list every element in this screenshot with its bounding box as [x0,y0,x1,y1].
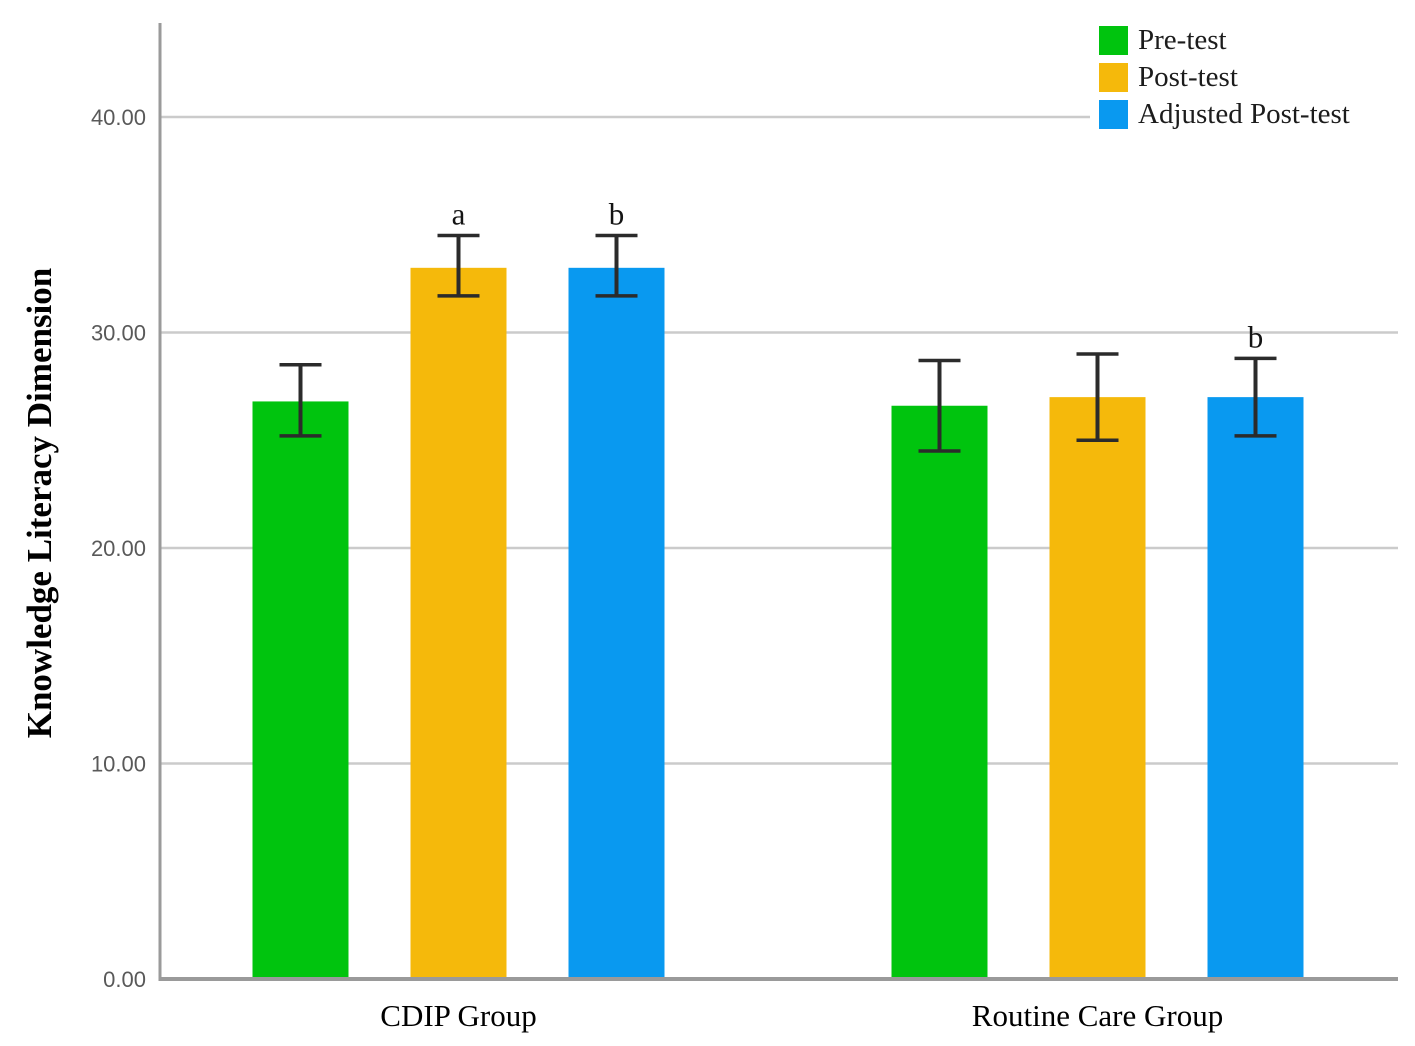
bar-1-0 [410,267,507,980]
y-tick-label: 10.00 [91,751,146,776]
legend-item: Adjusted Post-test [1099,96,1399,133]
bar-1-1 [1049,397,1146,979]
legend-swatch-icon [1099,63,1128,92]
legend-swatch-icon [1099,100,1128,129]
legend-item: Post-test [1099,59,1399,96]
legend-item: Pre-test [1099,22,1399,59]
y-tick-label: 40.00 [91,105,146,130]
bar-2-0 [568,267,665,980]
legend-swatch-icon [1099,26,1128,55]
legend: Pre-test Post-test Adjusted Post-test [1090,20,1413,139]
bar-0-0 [252,401,349,979]
legend-label: Adjusted Post-test [1138,98,1350,130]
y-tick-label: 30.00 [91,320,146,345]
x-category-label: Routine Care Group [972,998,1223,1033]
x-category-label: CDIP Group [380,998,536,1033]
significance-letter: a [452,196,466,231]
significance-letter: b [1248,319,1264,354]
y-tick-label: 0.00 [103,967,146,992]
y-tick-label: 20.00 [91,536,146,561]
bar-2-1 [1207,397,1304,979]
legend-label: Pre-test [1138,24,1227,56]
significance-letter: b [609,196,625,231]
legend-label: Post-test [1138,61,1238,93]
bar-0-1 [891,405,988,979]
